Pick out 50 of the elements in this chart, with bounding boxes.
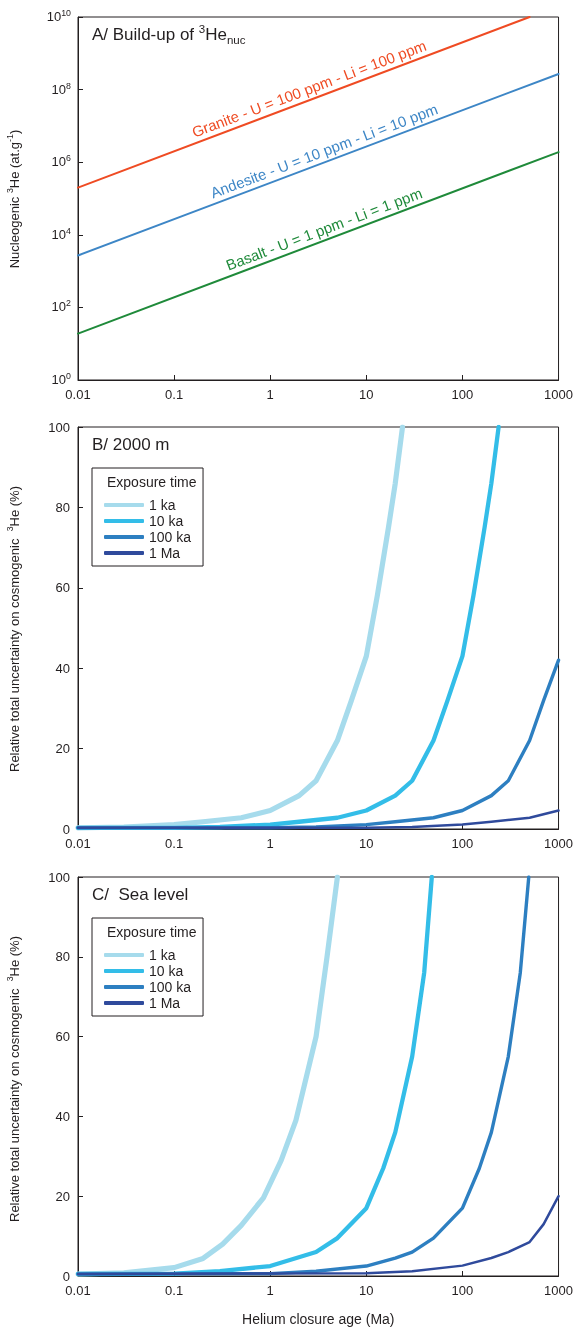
legend-label: 10 ka (149, 513, 184, 529)
x-tick-label: 0.1 (165, 836, 184, 851)
y-tick-label: 10$^{10}$ (46, 7, 71, 25)
text: C/ Sea level (92, 885, 189, 905)
x-tick-label: 10 (359, 387, 374, 402)
x-tick-label: 100 (451, 1283, 474, 1298)
legend-label: 1 ka (149, 947, 176, 963)
x-tick-label: 1000 (544, 387, 573, 402)
y-tick-label: 80 (55, 949, 70, 965)
legend-label: 1 Ma (149, 545, 181, 561)
x-tick-label: 0.1 (165, 1283, 184, 1298)
x-tick-label: 100 (451, 836, 474, 851)
x-tick-label: 0.01 (65, 836, 91, 851)
legend-label: 100 ka (149, 979, 192, 995)
text: B/ 2000 m (92, 435, 170, 455)
y-tick-label: 40 (55, 660, 70, 676)
y-tick-label: 100 (48, 419, 70, 435)
y-tick-label: 10$^{0}$ (51, 370, 71, 388)
y-tick-label: 20 (55, 741, 70, 757)
y-tick-label: 10$^{2}$ (51, 297, 71, 315)
legend-label: 10 ka (149, 963, 184, 979)
x-tick-label: 1000 (544, 836, 573, 851)
x-tick-label: 0.1 (165, 387, 184, 402)
x-tick-label: 1 (266, 387, 274, 402)
y-tick-label: 10$^{8}$ (51, 80, 71, 97)
x-tick-label: 100 (451, 387, 474, 402)
y-tick-label: 0 (62, 821, 70, 837)
x-tick-label: 1 (266, 1283, 274, 1298)
text: A/ Build-up of $^{3}$He$_{nuc}$ (92, 23, 246, 47)
x-tick-label: 10 (359, 1283, 374, 1298)
legend-label: 1 Ma (149, 995, 181, 1011)
y-tick-label: 60 (55, 1029, 70, 1045)
x-axis-title: Helium closure age (Ma) (242, 1311, 395, 1327)
y-tick-label: 40 (55, 1108, 70, 1124)
y-tick-label: 100 (48, 869, 70, 885)
y-tick-label: 10$^{4}$ (51, 225, 71, 242)
x-tick-label: 1 (266, 836, 274, 851)
x-tick-label: 0.01 (65, 387, 91, 402)
legend-label: 100 ka (149, 529, 192, 545)
legend-label: 1 ka (149, 497, 176, 513)
y-tick-label: 80 (55, 499, 70, 515)
legend-title: Exposure time (107, 924, 197, 940)
x-tick-label: 0.01 (65, 1283, 91, 1298)
y-tick-label: 60 (55, 580, 70, 596)
legend-title: Exposure time (107, 474, 197, 490)
x-tick-label: 10 (359, 836, 374, 851)
x-tick-label: 1000 (544, 1283, 573, 1298)
y-tick-label: 10$^{6}$ (51, 152, 71, 170)
y-tick-label: 20 (55, 1188, 70, 1204)
y-tick-label: 0 (62, 1268, 70, 1284)
